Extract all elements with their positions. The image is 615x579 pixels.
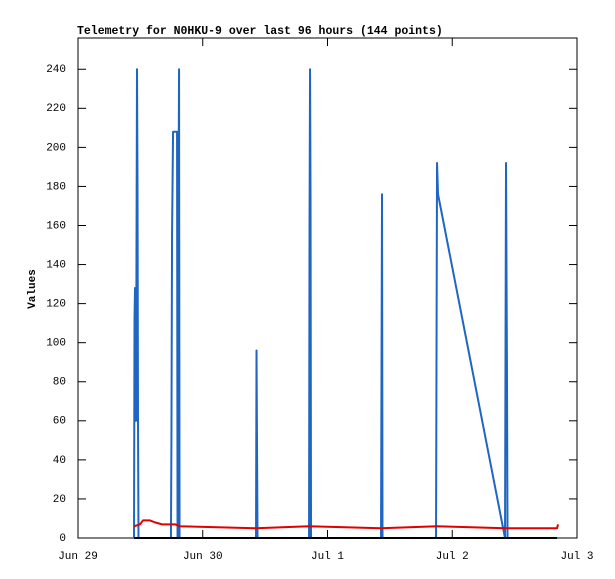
series-line bbox=[133, 68, 509, 539]
x-tick-label: Jun 30 bbox=[183, 551, 223, 563]
y-tick-label: 0 bbox=[59, 533, 66, 545]
y-tick-label: 120 bbox=[46, 299, 66, 311]
x-tick-label: Jul 2 bbox=[436, 551, 469, 563]
y-tick-label: 160 bbox=[46, 220, 66, 232]
x-tick-label: Jun 29 bbox=[58, 551, 98, 563]
x-tick-label: Jul 3 bbox=[560, 551, 593, 563]
y-tick-label: 200 bbox=[46, 142, 66, 154]
y-tick-label: 240 bbox=[46, 64, 66, 76]
x-tick-label: Jul 1 bbox=[311, 551, 344, 563]
y-tick-label: 60 bbox=[53, 416, 66, 428]
y-tick-label: 20 bbox=[53, 494, 66, 506]
y-tick-label: 80 bbox=[53, 377, 66, 389]
y-tick-label: 220 bbox=[46, 103, 66, 115]
y-tick-label: 100 bbox=[46, 338, 66, 350]
y-tick-label: 40 bbox=[53, 455, 66, 467]
plot-frame bbox=[77, 37, 578, 539]
chart-title: Telemetry for N0HKU-9 over last 96 hours… bbox=[77, 25, 443, 38]
y-axis-label: Values bbox=[27, 269, 39, 309]
y-tick-label: 180 bbox=[46, 181, 66, 193]
y-tick-label: 140 bbox=[46, 259, 66, 271]
series-line bbox=[133, 519, 560, 530]
